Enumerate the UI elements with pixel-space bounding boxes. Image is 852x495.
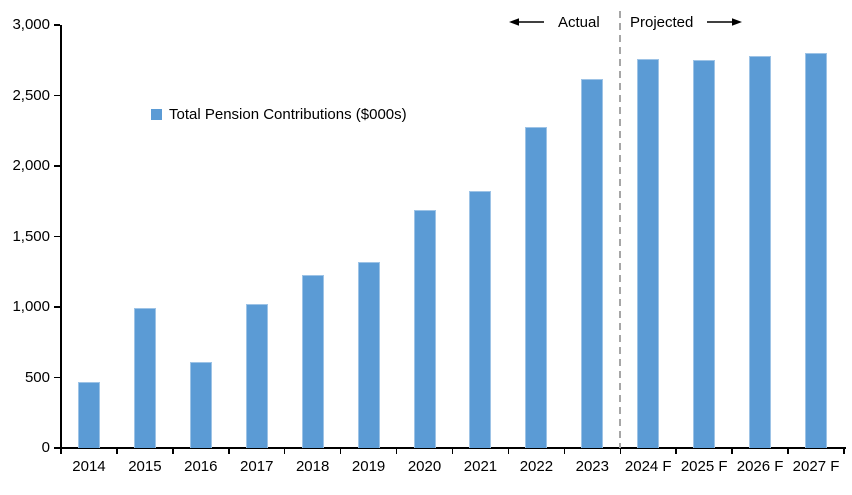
annotation-actual-label: Actual (558, 13, 600, 31)
x-tick (843, 449, 845, 454)
bar-2018 (301, 274, 324, 448)
x-tick (283, 449, 286, 454)
bar-2023 (581, 78, 604, 448)
bar-2015 (133, 308, 156, 448)
x-axis-label-2024-F: 2024 F (624, 458, 672, 475)
y-axis-label-1,500: 1,500 (12, 227, 50, 245)
x-axis-label-2026-F: 2026 F (736, 458, 784, 475)
x-axis-label-2023: 2023 (575, 458, 609, 475)
annotation-projected-label: Projected (630, 13, 694, 31)
x-axis-label-2020: 2020 (407, 458, 442, 475)
x-axis-label-2021: 2021 (463, 458, 498, 475)
x-axis-label-2018: 2018 (295, 458, 330, 475)
x-axis-label-2014: 2014 (72, 458, 106, 475)
x-tick (228, 449, 230, 454)
y-tick-2,000 (53, 165, 60, 167)
x-tick (675, 449, 677, 454)
x-axis-label-2019: 2019 (351, 458, 386, 475)
x-axis-label-2025-F: 2025 F (680, 458, 728, 475)
x-axis-label-2027-F: 2027 F (792, 458, 840, 475)
legend-label: Total Pension Contributions ($000s) (169, 106, 407, 123)
x-axis-label-2015: 2015 (128, 458, 162, 475)
right-arrow-icon (707, 18, 743, 26)
bar-2024-F (637, 58, 660, 448)
x-axis-line (59, 447, 846, 449)
y-tick-2,500 (53, 94, 60, 97)
x-axis-label-2022: 2022 (519, 458, 554, 475)
left-arrow-icon (509, 18, 544, 26)
y-axis-label-2,000: 2,000 (12, 157, 50, 174)
y-axis-label-2,500: 2,500 (12, 86, 50, 104)
bar-2020 (413, 209, 436, 448)
bar-2025-F (693, 60, 716, 448)
y-axis-label-500: 500 (24, 368, 50, 386)
legend-marker-icon (151, 109, 162, 120)
y-tick-1,000 (53, 306, 60, 308)
bar-2021 (469, 191, 492, 448)
bar-2016 (189, 361, 212, 448)
y-tick-500 (53, 376, 60, 379)
bar-2022 (525, 126, 548, 448)
x-tick (339, 449, 342, 454)
x-tick (60, 449, 62, 454)
y-axis-line (59, 25, 62, 450)
y-tick-1,500 (53, 235, 60, 238)
y-axis-label-0: 0 (41, 439, 50, 456)
x-tick (731, 449, 733, 454)
y-axis-label-3,000: 3,000 (12, 16, 50, 33)
legend: Total Pension Contributions ($000s) (151, 106, 407, 123)
actual-projected-divider (619, 11, 622, 448)
x-axis-label-2016: 2016 (184, 458, 218, 475)
bar-2027-F (805, 53, 828, 448)
y-tick-3,000 (53, 24, 60, 26)
x-tick (507, 449, 510, 454)
x-tick (787, 449, 789, 454)
bar-2019 (357, 261, 380, 448)
x-tick (172, 449, 174, 454)
x-tick (563, 449, 566, 454)
x-axis-label-2017: 2017 (240, 458, 274, 475)
bar-2026-F (749, 56, 772, 448)
y-tick-0 (53, 447, 60, 449)
bar-2014 (77, 381, 100, 448)
x-tick (116, 449, 118, 454)
x-tick (619, 449, 622, 454)
y-axis-label-1,000: 1,000 (12, 298, 50, 315)
annotation-projected: Projected (630, 12, 743, 32)
annotation-actual: Actual (509, 12, 600, 32)
bar-2017 (245, 304, 268, 448)
x-tick (395, 449, 398, 454)
x-tick (451, 449, 454, 454)
